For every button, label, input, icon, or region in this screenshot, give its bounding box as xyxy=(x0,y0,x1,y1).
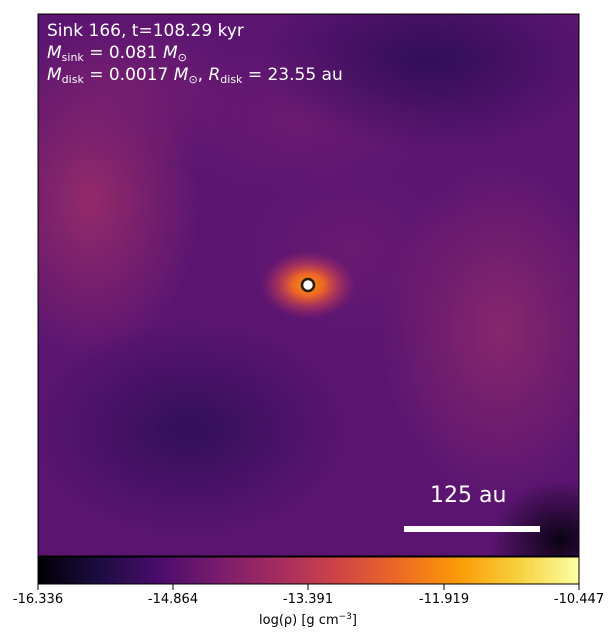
scale-bar xyxy=(404,526,540,532)
density-image xyxy=(38,14,579,556)
disk-line: Mdisk = 0.0017 M⊙, Rdisk = 23.55 au xyxy=(47,65,343,86)
sink-mass-value: = 0.081 xyxy=(83,43,163,63)
image-frame xyxy=(37,13,580,557)
colorbar xyxy=(37,556,580,585)
colorbar-tick-label: -10.447 xyxy=(553,592,605,607)
colorbar-label: log(ρ) [g cm−3] xyxy=(259,612,357,629)
sink-mass-subscript: sink xyxy=(61,51,84,64)
colorbar-label-main: log(ρ) [g cm xyxy=(259,613,339,628)
sink-title: Sink 166, t=108.29 kyr xyxy=(47,21,244,41)
colorbar-tick-label: -13.391 xyxy=(282,592,334,607)
colorbar-tick-label: -11.919 xyxy=(418,592,470,607)
colorbar-label-exponent: −3 xyxy=(338,612,352,622)
colorbar-label-end: ] xyxy=(351,613,357,628)
disk-mass-value: = 0.0017 xyxy=(83,65,174,85)
disk-radius-value: = 23.55 au xyxy=(242,65,343,85)
solar-symbol-2: ⊙ xyxy=(188,73,198,86)
scale-bar-label: 125 au xyxy=(430,483,507,508)
sink-mass-line: Msink = 0.081 M⊙ xyxy=(47,43,187,64)
disk-radius-subscript: disk xyxy=(220,73,243,86)
colorbar-ticks xyxy=(37,584,580,590)
disk-mass-subscript: disk xyxy=(61,73,84,86)
sink-marker xyxy=(300,277,316,293)
colorbar-tick-label: -16.336 xyxy=(12,592,64,607)
colorbar-tick-label: -14.864 xyxy=(147,592,199,607)
solar-symbol: ⊙ xyxy=(177,51,187,64)
